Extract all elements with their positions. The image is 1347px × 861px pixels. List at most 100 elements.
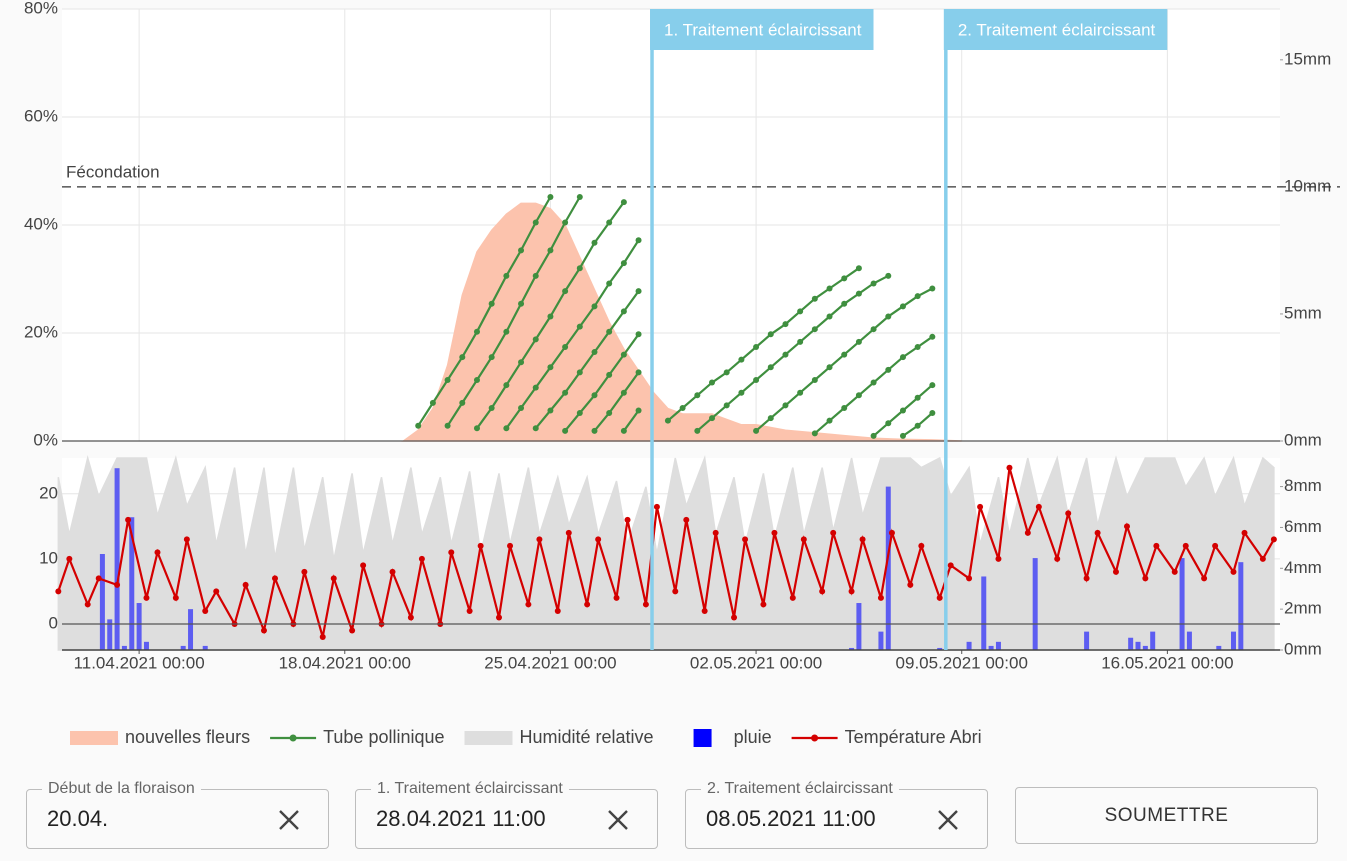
point	[782, 351, 789, 358]
bar	[981, 576, 987, 650]
point	[473, 377, 480, 384]
bar	[1230, 631, 1236, 650]
bar	[202, 645, 208, 650]
point	[260, 627, 267, 634]
legend-label: Tube pollinique	[323, 727, 444, 747]
point	[1230, 568, 1237, 575]
point	[1035, 503, 1042, 510]
point	[584, 601, 591, 608]
point	[301, 568, 308, 575]
point	[591, 303, 598, 310]
y2-tick-label: 2mm	[1284, 599, 1322, 618]
point	[914, 343, 921, 350]
point	[415, 422, 422, 429]
point	[848, 588, 855, 595]
point	[672, 588, 679, 595]
bar	[1238, 562, 1244, 650]
bar	[988, 645, 994, 650]
treatment2-field[interactable]: 2. Traitement éclaircissant 08.05.2021 1…	[685, 779, 988, 849]
y-tick-label: 40%	[24, 214, 58, 233]
point	[885, 366, 892, 373]
point	[488, 300, 495, 307]
bar	[1150, 631, 1156, 650]
point	[620, 199, 627, 206]
y2-tick-label: 4mm	[1284, 558, 1322, 577]
marker-layer: 1. Traitement éclaircissant 2. Traitement…	[650, 9, 1168, 650]
legend-swatch	[693, 729, 712, 747]
x-tick-label: 02.05.2021 00:00	[690, 653, 822, 672]
point	[473, 425, 480, 432]
point	[595, 536, 602, 543]
bar	[995, 641, 1001, 650]
point	[473, 328, 480, 335]
point	[701, 607, 708, 614]
point	[576, 369, 583, 376]
point	[172, 594, 179, 601]
start-field[interactable]: Début de la floraison 20.04.	[26, 779, 329, 849]
point	[899, 354, 906, 361]
point	[899, 407, 906, 414]
point	[330, 575, 337, 582]
bar	[143, 641, 149, 650]
field-label: 1. Traitement éclaircissant	[371, 779, 569, 799]
field-value[interactable]: 20.04.	[47, 806, 109, 831]
clear-button[interactable]	[937, 809, 959, 831]
x-tick-label: 09.05.2021 00:00	[896, 653, 1028, 672]
point	[562, 288, 569, 295]
point	[143, 594, 150, 601]
point	[841, 275, 848, 282]
point	[918, 542, 925, 549]
point	[914, 394, 921, 401]
point	[459, 354, 466, 361]
point	[855, 338, 862, 345]
clear-button[interactable]	[278, 809, 300, 831]
bar	[180, 645, 186, 650]
point	[525, 601, 532, 608]
point	[1123, 523, 1130, 530]
point	[635, 288, 642, 295]
point	[536, 536, 543, 543]
series-line	[446, 196, 581, 427]
point	[591, 427, 598, 434]
point	[782, 321, 789, 328]
point	[1054, 555, 1061, 562]
point	[826, 285, 833, 292]
field-value[interactable]: 08.05.2021 11:00	[706, 806, 876, 831]
point	[532, 425, 539, 432]
point	[360, 562, 367, 569]
point	[418, 555, 425, 562]
clear-button[interactable]	[607, 809, 629, 831]
legend-label: nouvelles fleurs	[125, 727, 250, 747]
point	[213, 588, 220, 595]
field-label: Début de la floraison	[42, 779, 201, 799]
y2-tick-label: 10mm	[1284, 176, 1331, 195]
point	[899, 432, 906, 439]
point	[547, 407, 554, 414]
x-tick-label: 25.04.2021 00:00	[484, 653, 616, 672]
y-tick-label: 20%	[24, 322, 58, 341]
point	[407, 614, 414, 621]
point	[591, 239, 598, 246]
point	[723, 402, 730, 409]
background-layer	[57, 8, 1280, 651]
submit-button[interactable]: SOUMETTRE	[1015, 787, 1318, 844]
point	[562, 389, 569, 396]
legend-swatch	[70, 731, 118, 745]
point	[55, 588, 62, 595]
point	[870, 280, 877, 287]
point	[576, 194, 583, 201]
point	[459, 399, 466, 406]
point	[995, 555, 1002, 562]
point	[503, 425, 510, 432]
field-value[interactable]: 28.04.2021 11:00	[376, 806, 546, 831]
series-line	[564, 333, 640, 432]
bar	[99, 554, 105, 650]
treatment1-field[interactable]: 1. Traitement éclaircissant 28.04.2021 1…	[355, 779, 658, 849]
point	[606, 371, 613, 378]
bar	[966, 641, 972, 650]
point	[977, 503, 984, 510]
point	[503, 328, 510, 335]
point	[503, 382, 510, 389]
point	[635, 407, 642, 414]
